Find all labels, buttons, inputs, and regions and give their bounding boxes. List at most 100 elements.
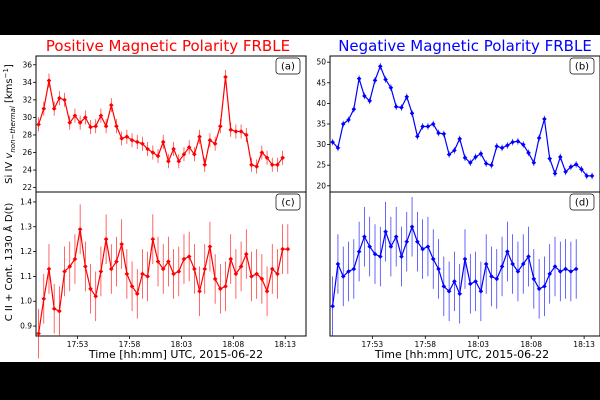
data-point	[499, 145, 505, 151]
data-point	[526, 254, 531, 259]
data-point	[192, 266, 197, 272]
data-point	[202, 162, 208, 168]
data-point	[356, 249, 362, 254]
right-title: Negative Magnetic Polarity FRBLE	[338, 37, 592, 55]
data-point	[46, 78, 52, 83]
data-point	[197, 134, 202, 140]
data-point	[280, 246, 285, 252]
data-point	[542, 284, 547, 289]
y-tick-label: 45	[316, 78, 326, 87]
x-tick-label: 17:58	[414, 340, 436, 349]
data-point	[393, 104, 399, 109]
data-point	[542, 116, 547, 122]
data-point	[372, 251, 378, 257]
data-point	[166, 158, 171, 164]
panel-b: 20 25 30 35 40 45 50 (b)	[316, 55, 600, 195]
data-point	[383, 229, 388, 235]
data-point	[57, 308, 62, 314]
panel-label-box	[569, 57, 595, 75]
data-point	[409, 110, 415, 116]
data-point	[430, 121, 436, 127]
y-tick-label: 1.4	[20, 197, 32, 206]
data-point	[478, 151, 484, 156]
data-point	[228, 127, 234, 133]
data-point	[473, 154, 478, 160]
data-point	[83, 264, 88, 269]
data-point	[218, 286, 223, 292]
data-point	[108, 102, 114, 108]
data-point	[176, 158, 182, 164]
data-point	[515, 269, 521, 274]
data-point	[340, 274, 346, 279]
data-point	[51, 106, 57, 111]
data-point	[489, 274, 494, 279]
data-point	[197, 289, 202, 294]
data-point	[207, 137, 213, 143]
y-tick-label: 25	[316, 161, 326, 170]
x-tick-label: 17:53	[67, 340, 89, 349]
x-label-left: Time [hh:mm] UTC, 2015-06-22	[88, 348, 263, 361]
data-point	[547, 156, 553, 161]
data-point	[351, 266, 357, 272]
data-point	[51, 306, 57, 311]
data-point	[83, 115, 88, 120]
data-point	[467, 281, 473, 287]
data-point	[233, 271, 239, 277]
data-point	[483, 161, 489, 166]
data-point	[409, 224, 415, 230]
data-point	[114, 259, 119, 264]
data-point	[233, 129, 239, 134]
data-point	[93, 293, 99, 299]
data-point	[362, 234, 367, 239]
data-point	[399, 105, 404, 110]
data-point	[72, 113, 78, 118]
data-point	[62, 269, 67, 274]
data-point	[264, 289, 270, 294]
data-point	[155, 153, 161, 159]
data-point	[62, 97, 67, 103]
panel-label: (c)	[281, 198, 294, 209]
data-point	[494, 143, 500, 149]
data-point	[563, 266, 568, 272]
data-point	[351, 106, 357, 112]
data-point	[223, 284, 228, 289]
data-point	[584, 173, 590, 179]
data-point	[536, 135, 542, 141]
data-point	[181, 256, 187, 262]
y-label-bottom: C II + Cont. 1330 Å D(t)	[2, 203, 15, 322]
data-point	[243, 132, 249, 138]
data-point	[150, 236, 156, 242]
data-point	[388, 244, 394, 249]
data-point	[441, 131, 447, 137]
data-point	[93, 123, 99, 129]
data-point	[367, 244, 373, 249]
data-point	[207, 244, 213, 249]
data-point	[489, 162, 494, 168]
data-point	[212, 141, 218, 147]
data-point	[166, 259, 171, 264]
data-point	[420, 124, 425, 129]
data-point	[171, 271, 176, 277]
data-point	[254, 164, 259, 169]
y-tick-label: 24	[22, 166, 32, 175]
panel-a: 22 24 26 28 30 32 34 36 (a)	[22, 55, 307, 195]
data-point	[103, 123, 109, 129]
panel-label-box	[275, 57, 301, 75]
data-point	[181, 151, 187, 157]
y-label-top: Si IV vnon−thermal [kms−1]	[2, 64, 17, 184]
series-line	[332, 64, 593, 177]
data-point	[155, 259, 161, 264]
data-point	[415, 134, 420, 139]
data-point	[98, 269, 104, 274]
data-point	[457, 136, 463, 142]
panel-label: (a)	[281, 62, 295, 73]
data-point	[280, 155, 285, 161]
x-tick-label: 18:08	[222, 340, 244, 349]
y-tick-label: 35	[316, 120, 326, 129]
data-point	[212, 276, 218, 282]
data-point	[436, 130, 441, 136]
data-point	[238, 129, 244, 134]
data-point	[67, 120, 73, 125]
data-point	[568, 269, 574, 274]
